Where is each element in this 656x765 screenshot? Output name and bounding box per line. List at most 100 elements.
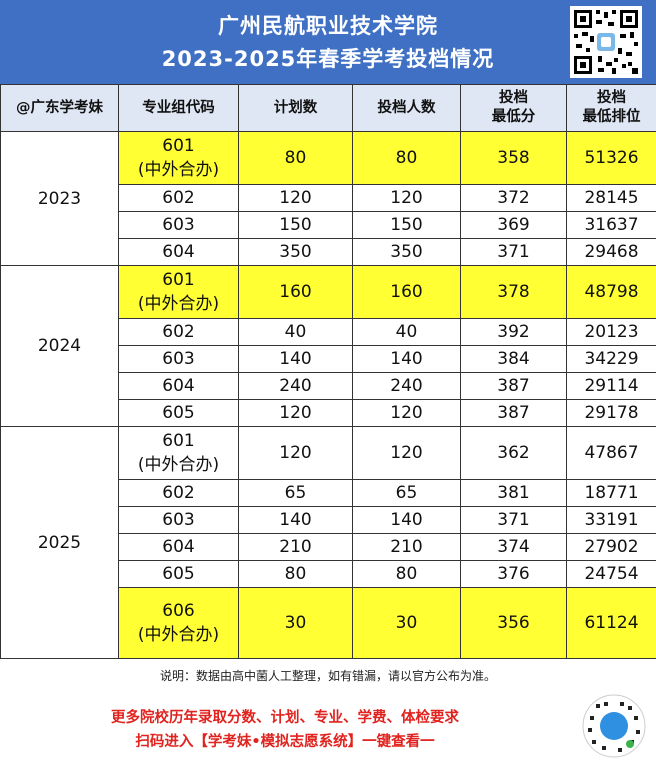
admitted-cell: 140 (352, 506, 461, 534)
column-header-admitted: 投档人数 (352, 84, 461, 132)
plan-cell: 65 (238, 479, 353, 507)
plan-cell: 350 (238, 238, 353, 266)
qr-code-icon[interactable] (570, 6, 642, 78)
min-rank-cell: 61124 (566, 587, 656, 659)
table-row: 604 210 210 374 27902 (1, 533, 656, 561)
min-score-cell: 384 (460, 345, 567, 373)
table-row: 602 120 120 372 28145 (1, 184, 656, 212)
min-score-cell: 362 (460, 426, 567, 480)
code-cell: 604 (118, 533, 239, 561)
admitted-cell: 150 (352, 211, 461, 239)
plan-cell: 240 (238, 372, 353, 400)
min-rank-cell: 28145 (566, 184, 656, 212)
code-cell: 603 (118, 345, 239, 373)
table-row: 603 140 140 384 34229 (1, 345, 656, 373)
code-cell: 606 (中外合办) (118, 587, 239, 659)
year-cell: 2025 (0, 426, 119, 659)
column-header-min-rank: 投档 最低排位 (566, 84, 656, 132)
code-cell: 603 (118, 211, 239, 239)
year-cell: 2023 (0, 131, 119, 266)
code-cell: 601 (中外合办) (118, 265, 239, 319)
plan-cell: 160 (238, 265, 353, 319)
admitted-cell: 160 (352, 265, 461, 319)
plan-cell: 210 (238, 533, 353, 561)
plan-cell: 140 (238, 345, 353, 373)
min-rank-cell: 29114 (566, 372, 656, 400)
admitted-cell: 65 (352, 479, 461, 507)
table-row: 603 150 150 369 31637 (1, 211, 656, 239)
min-score-cell: 371 (460, 238, 567, 266)
code-cell: 602 (118, 479, 239, 507)
min-rank-cell: 33191 (566, 506, 656, 534)
table-row: 605 80 80 376 24754 (1, 560, 656, 588)
code-cell: 601 (中外合办) (118, 426, 239, 480)
plan-cell: 40 (238, 318, 353, 346)
admission-table: @广东学考妹 专业组代码 计划数 投档人数 投档 最低分 投档 最低排位 202… (0, 84, 656, 659)
min-score-cell: 378 (460, 265, 567, 319)
table-row: 602 65 65 381 18771 (1, 479, 656, 507)
min-score-cell: 369 (460, 211, 567, 239)
plan-cell: 120 (238, 184, 353, 212)
min-score-cell: 387 (460, 372, 567, 400)
page-subtitle: 2023-2025年春季学考投档情况 (161, 47, 495, 71)
admitted-cell: 40 (352, 318, 461, 346)
plan-cell: 120 (238, 426, 353, 480)
min-rank-cell: 51326 (566, 131, 656, 185)
admitted-cell: 210 (352, 533, 461, 561)
min-score-cell: 374 (460, 533, 567, 561)
year-cell: 2024 (0, 265, 119, 427)
plan-cell: 30 (238, 587, 353, 659)
column-header-code: 专业组代码 (118, 84, 239, 132)
code-cell: 605 (118, 399, 239, 427)
min-rank-cell: 20123 (566, 318, 656, 346)
min-rank-cell: 47867 (566, 426, 656, 480)
disclaimer-note: 说明：数据由高中菌人工整理，如有错漏，请以官方公布为准。 (159, 669, 496, 683)
min-rank-cell: 27902 (566, 533, 656, 561)
admitted-cell: 120 (352, 426, 461, 480)
column-header-min-score: 投档 最低分 (460, 84, 567, 132)
min-score-cell: 376 (460, 560, 567, 588)
min-score-cell: 381 (460, 479, 567, 507)
table-row: 606 (中外合办) 30 30 356 61124 (1, 587, 656, 659)
footer-promo: 更多院校历年录取分数、计划、专业、学费、体检要求 扫码进入【学考妹•模拟志愿系统… (0, 690, 656, 765)
plan-cell: 80 (238, 560, 353, 588)
min-rank-cell: 34229 (566, 345, 656, 373)
code-cell: 602 (118, 184, 239, 212)
admitted-cell: 240 (352, 372, 461, 400)
min-rank-cell: 18771 (566, 479, 656, 507)
admitted-cell: 140 (352, 345, 461, 373)
table-row: 2025 601 (中外合办) 120 120 362 47867 (0, 426, 656, 659)
code-cell: 604 (118, 238, 239, 266)
min-rank-cell: 48798 (566, 265, 656, 319)
table-row: 603 140 140 371 33191 (1, 506, 656, 534)
page-title: 广州民航职业技术学院 (218, 14, 438, 38)
admitted-cell: 120 (352, 184, 461, 212)
code-cell: 602 (118, 318, 239, 346)
mini-program-qr-icon[interactable] (582, 694, 646, 758)
admitted-cell: 80 (352, 560, 461, 588)
code-cell: 601 (中外合办) (118, 131, 239, 185)
admitted-cell: 350 (352, 238, 461, 266)
min-score-cell: 392 (460, 318, 567, 346)
min-rank-cell: 29468 (566, 238, 656, 266)
min-score-cell: 371 (460, 506, 567, 534)
code-cell: 604 (118, 372, 239, 400)
min-rank-cell: 24754 (566, 560, 656, 588)
table-row: 2023 601 (中外合办) 80 80 358 51326 (0, 131, 656, 266)
plan-cell: 150 (238, 211, 353, 239)
admitted-cell: 80 (352, 131, 461, 185)
admitted-cell: 120 (352, 399, 461, 427)
min-score-cell: 372 (460, 184, 567, 212)
plan-cell: 140 (238, 506, 353, 534)
min-score-cell: 356 (460, 587, 567, 659)
table-row: 2024 601 (中外合办) 160 160 378 48798 (0, 265, 656, 427)
min-score-cell: 358 (460, 131, 567, 185)
min-score-cell: 387 (460, 399, 567, 427)
code-cell: 605 (118, 560, 239, 588)
promo-line-2[interactable]: 扫码进入【学考妹•模拟志愿系统】一键查看一 (135, 734, 435, 750)
code-cell: 603 (118, 506, 239, 534)
promo-line-1: 更多院校历年录取分数、计划、专业、学费、体检要求 (111, 710, 459, 726)
plan-cell: 80 (238, 131, 353, 185)
header-banner: 广州民航职业技术学院 2023-2025年春季学考投档情况 (0, 0, 656, 84)
plan-cell: 120 (238, 399, 353, 427)
